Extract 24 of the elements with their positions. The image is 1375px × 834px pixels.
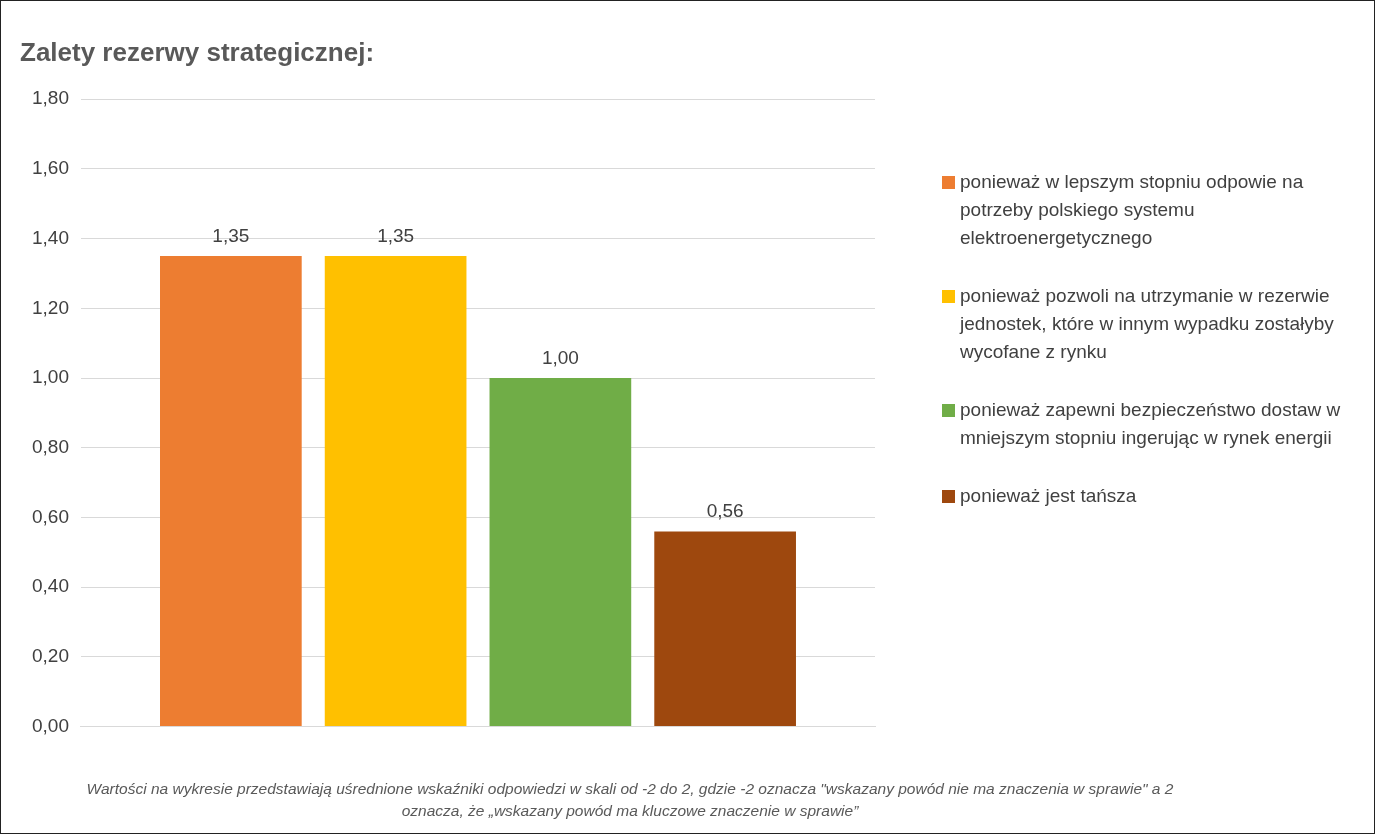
y-tick-label: 1,00 (32, 366, 69, 388)
y-tick-label: 0,20 (32, 645, 69, 667)
bar (489, 378, 632, 727)
bar (160, 256, 302, 727)
bar (324, 256, 467, 727)
chart-title: Zalety rezerwy strategicznej: (20, 36, 375, 67)
legend-label: ponieważ pozwoli na utrzymanie w rezerwie jednostek, które w innym wypadku zostałyby wycofane z rynku (958, 284, 1335, 364)
y-tick-label: 0,60 (32, 505, 69, 527)
y-tick-label: 1,20 (32, 296, 69, 318)
legend-label: ponieważ zapewni bezpieczeństwo dostaw w mniejszym stopniu ingerując w rynek energii (959, 398, 1342, 450)
legend-label: ponieważ jest tańsza (959, 484, 1138, 508)
y-tick-label: 0,00 (32, 714, 69, 736)
y-tick-label: 1,40 (32, 226, 69, 248)
y-tick-label: 1,60 (32, 157, 69, 179)
data-label: 1,35 (212, 224, 250, 246)
legend-label: ponieważ w lepszym stopniu odpowie na potrzeby polskiego systemu elektroenergetycznego (959, 170, 1305, 250)
y-tick-label: 0,40 (32, 575, 69, 597)
data-label: 1,00 (541, 346, 579, 368)
data-label: 0,56 (706, 500, 744, 522)
text: Wartości na wykresie przedstawiają uśrednione wskaźniki odpowiedzi w skali od -2 do 2, gdzie -2 oznacza "wskazany powód nie ma znaczenia w sprawie" a 2 oznacza, że „wskazany powód ma kluczowe znaczenie w sprawie” (85, 779, 1175, 821)
y-tick-label: 1,80 (32, 87, 69, 109)
y-tick-label: 0,80 (32, 435, 69, 457)
bar (654, 531, 796, 727)
data-label: 1,35 (377, 224, 415, 246)
